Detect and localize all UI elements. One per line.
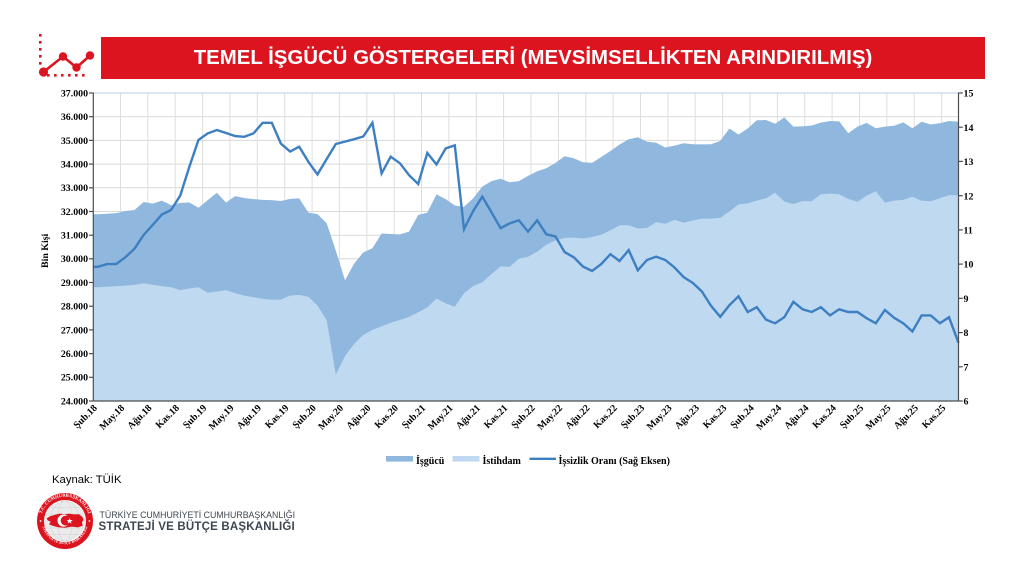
svg-text:31.000: 31.000 (61, 231, 88, 242)
svg-text:May.25: May.25 (864, 403, 894, 433)
svg-text:Kas.24: Kas.24 (811, 403, 839, 431)
svg-text:28.000: 28.000 (61, 302, 88, 313)
svg-text:Ağu.25: Ağu.25 (892, 403, 921, 432)
svg-text:25.000: 25.000 (61, 373, 88, 384)
svg-text:36.000: 36.000 (61, 112, 88, 123)
svg-text:37.000: 37.000 (61, 88, 88, 99)
svg-text:Şub.24: Şub.24 (728, 403, 756, 431)
svg-text:Kas.25: Kas.25 (920, 403, 948, 431)
svg-text:May.18: May.18 (97, 403, 127, 433)
svg-text:33.000: 33.000 (61, 183, 88, 194)
svg-text:İstihdam: İstihdam (483, 455, 522, 467)
svg-text:May.24: May.24 (754, 403, 784, 433)
svg-text:Şub.22: Şub.22 (509, 403, 537, 431)
svg-text:6: 6 (964, 397, 969, 408)
svg-text:Şub.19: Şub.19 (181, 403, 209, 431)
svg-text:34.000: 34.000 (61, 160, 88, 171)
svg-text:Ağu.21: Ağu.21 (454, 403, 483, 432)
svg-text:Şub.25: Şub.25 (838, 403, 866, 431)
svg-text:8: 8 (964, 328, 969, 339)
svg-text:May.21: May.21 (426, 403, 456, 433)
svg-text:Ağu.19: Ağu.19 (235, 403, 264, 432)
svg-text:9: 9 (964, 294, 969, 305)
svg-text:May.19: May.19 (207, 403, 237, 433)
svg-text:İşgücü: İşgücü (416, 455, 445, 467)
svg-text:32.000: 32.000 (61, 207, 88, 218)
svg-text:Ağu.24: Ağu.24 (782, 403, 811, 432)
svg-text:13: 13 (964, 157, 974, 168)
svg-text:Ağu.18: Ağu.18 (125, 403, 154, 432)
svg-text:Ağu.20: Ağu.20 (344, 403, 373, 432)
svg-text:29.000: 29.000 (61, 278, 88, 289)
svg-text:May.22: May.22 (535, 403, 565, 433)
svg-text:Bin Kişi: Bin Kişi (40, 233, 51, 268)
svg-text:24.000: 24.000 (61, 396, 88, 407)
svg-text:Şub.20: Şub.20 (291, 403, 319, 431)
svg-text:10: 10 (964, 260, 974, 271)
svg-text:Ağu.22: Ağu.22 (563, 403, 592, 432)
svg-text:Şub.23: Şub.23 (619, 403, 647, 431)
svg-text:26.000: 26.000 (61, 349, 88, 360)
svg-text:35.000: 35.000 (61, 136, 88, 147)
svg-text:Kas.21: Kas.21 (482, 403, 510, 431)
svg-text:Kas.20: Kas.20 (373, 403, 401, 431)
svg-text:Kas.22: Kas.22 (592, 403, 620, 431)
svg-text:27.000: 27.000 (61, 325, 88, 336)
svg-text:11: 11 (964, 226, 973, 237)
svg-text:Şub.21: Şub.21 (400, 403, 428, 431)
svg-text:14: 14 (964, 123, 974, 134)
svg-text:Kas.23: Kas.23 (701, 403, 729, 431)
svg-text:7: 7 (964, 362, 969, 373)
svg-text:May.20: May.20 (316, 403, 346, 433)
svg-text:15: 15 (964, 89, 974, 100)
svg-text:30.000: 30.000 (61, 254, 88, 265)
svg-text:Kas.19: Kas.19 (263, 403, 291, 431)
svg-text:Ağu.23: Ağu.23 (673, 403, 702, 432)
svg-text:İşsizlik Oranı (Sağ Eksen): İşsizlik Oranı (Sağ Eksen) (559, 455, 670, 467)
svg-text:12: 12 (964, 191, 974, 202)
svg-text:Kas.18: Kas.18 (154, 403, 182, 431)
svg-text:May.23: May.23 (645, 403, 675, 433)
